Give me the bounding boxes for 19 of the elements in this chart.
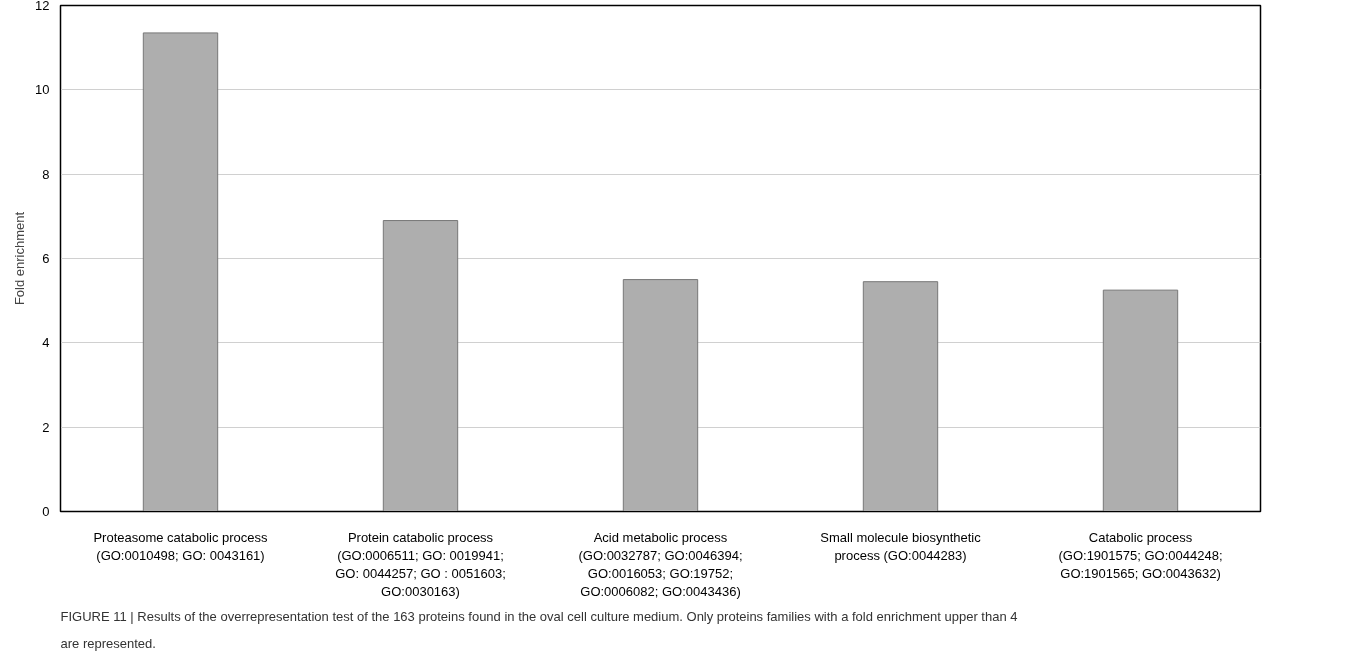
y-tick-label: 10 [35, 82, 50, 98]
caption: FIGURE 11 | Results of the overrepresentation test of the 163 proteins found in the oval cell culture medium. Only proteins families with a fold enrichment upper than 4 are represented. [60, 608, 1018, 651]
y-tick-label: 8 [42, 166, 50, 182]
y-tick-label: 2 [42, 419, 50, 435]
x-tick-label: Catabolic process (GO:1901575; GO:0044248; GO:1901565; GO:0043632) [1058, 529, 1223, 581]
y-tick-label: 0 [42, 504, 50, 519]
y-tick-label: 12 [35, 0, 50, 13]
y-axis-title: Fold enrichment [12, 211, 28, 306]
y-tick-label: 6 [42, 251, 50, 266]
bar [622, 279, 699, 512]
x-tick-label: Small molecule biosynthetic process (GO:0044283) [820, 529, 982, 563]
x-tick-label: Proteasome catabolic process (GO:0010498; GO: 0043161) [93, 529, 269, 563]
y-tick-label: 4 [42, 335, 50, 351]
bar [142, 32, 219, 512]
bar [1102, 289, 1179, 512]
bar [862, 281, 939, 512]
x-tick-label: Protein catabolic process (GO:0006511; GO: 0019941; GO: 0044257; GO : 0051603; GO:0030163) [335, 529, 506, 599]
bar [382, 220, 459, 512]
x-tick-label: Acid metabolic process (GO:0032787; GO:0046394; GO:0016053; GO:19752; GO:0006082; GO:0043436) [578, 529, 743, 599]
